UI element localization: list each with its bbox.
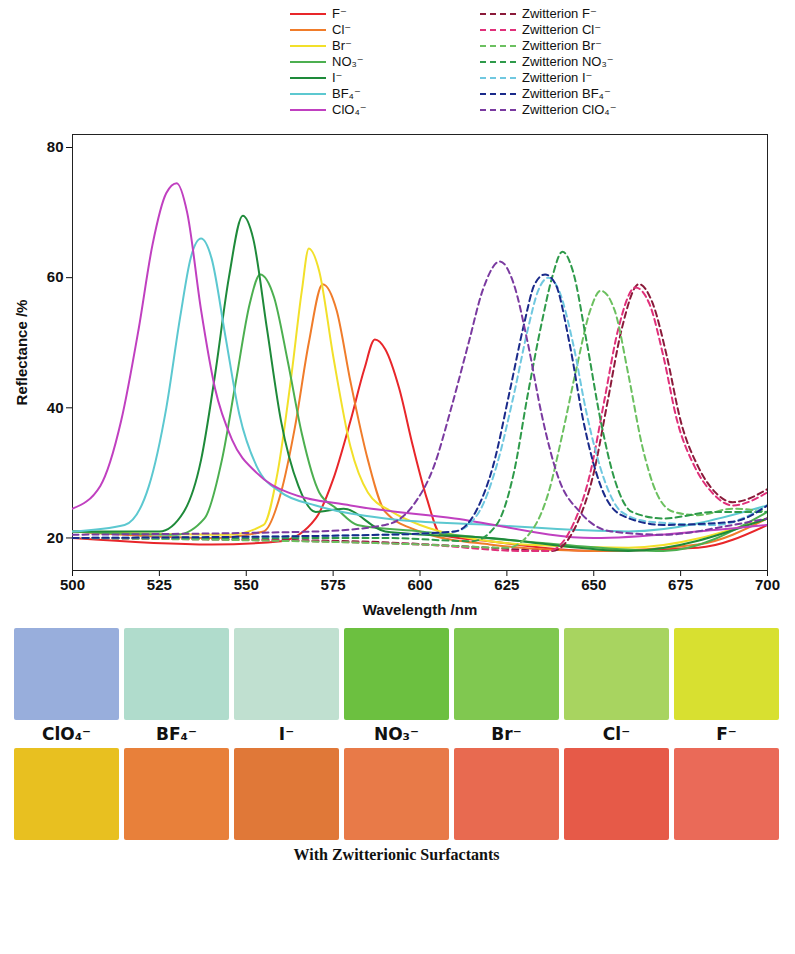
svg-text:Reflectance /%: Reflectance /%	[13, 300, 30, 406]
svg-text:525: 525	[147, 576, 172, 593]
html-text:Cl⁻: Cl⁻	[332, 22, 352, 37]
html-text:Br⁻: Br⁻	[491, 724, 522, 744]
html-text:Zwitterion ClO₄⁻: Zwitterion ClO₄⁻	[522, 102, 617, 117]
html-text:With Zwitterionic Surfactants: With Zwitterionic Surfactants	[293, 846, 500, 863]
html-text:BF₄⁻: BF₄⁻	[332, 86, 361, 101]
svg-text:20: 20	[47, 529, 64, 546]
svg-text:675: 675	[668, 576, 693, 593]
html-text:ClO₄⁻: ClO₄⁻	[41, 724, 92, 744]
html-text:BF₄⁻: BF₄⁻	[156, 724, 197, 744]
svg-text:625: 625	[494, 576, 519, 593]
svg-text:700: 700	[755, 576, 780, 593]
svg-text:550: 550	[234, 576, 259, 593]
svg-text:500: 500	[60, 576, 85, 593]
html-text:Cl⁻: Cl⁻	[602, 724, 631, 744]
html-text:Zwitterion Br⁻: Zwitterion Br⁻	[522, 38, 602, 53]
html-text:F⁻: F⁻	[332, 6, 347, 21]
svg-text:80: 80	[47, 138, 64, 155]
html-text:Zwitterion Cl⁻: Zwitterion Cl⁻	[522, 22, 602, 37]
html-text:NO₃⁻: NO₃⁻	[373, 724, 419, 744]
svg-text:Wavelength /nm: Wavelength /nm	[363, 601, 477, 618]
svg-text:600: 600	[407, 576, 432, 593]
html-text:F⁻: F⁻	[716, 724, 737, 744]
html-text:NO₃⁻: NO₃⁻	[332, 54, 364, 69]
html-text:Zwitterion BF₄⁻: Zwitterion BF₄⁻	[522, 86, 611, 101]
html-text:I⁻: I⁻	[332, 70, 343, 85]
html-text:I⁻: I⁻	[278, 724, 295, 744]
html-text:Br⁻: Br⁻	[332, 38, 352, 53]
html-text:ClO₄⁻: ClO₄⁻	[332, 102, 367, 117]
html-text:Zwitterion NO₃⁻: Zwitterion NO₃⁻	[522, 54, 614, 69]
html-text:Zwitterion I⁻: Zwitterion I⁻	[522, 70, 593, 85]
svg-text:650: 650	[581, 576, 606, 593]
svg-text:60: 60	[47, 268, 64, 285]
svg-text:575: 575	[321, 576, 346, 593]
html-text:Zwitterion F⁻: Zwitterion F⁻	[522, 6, 597, 21]
svg-text:40: 40	[47, 399, 64, 416]
